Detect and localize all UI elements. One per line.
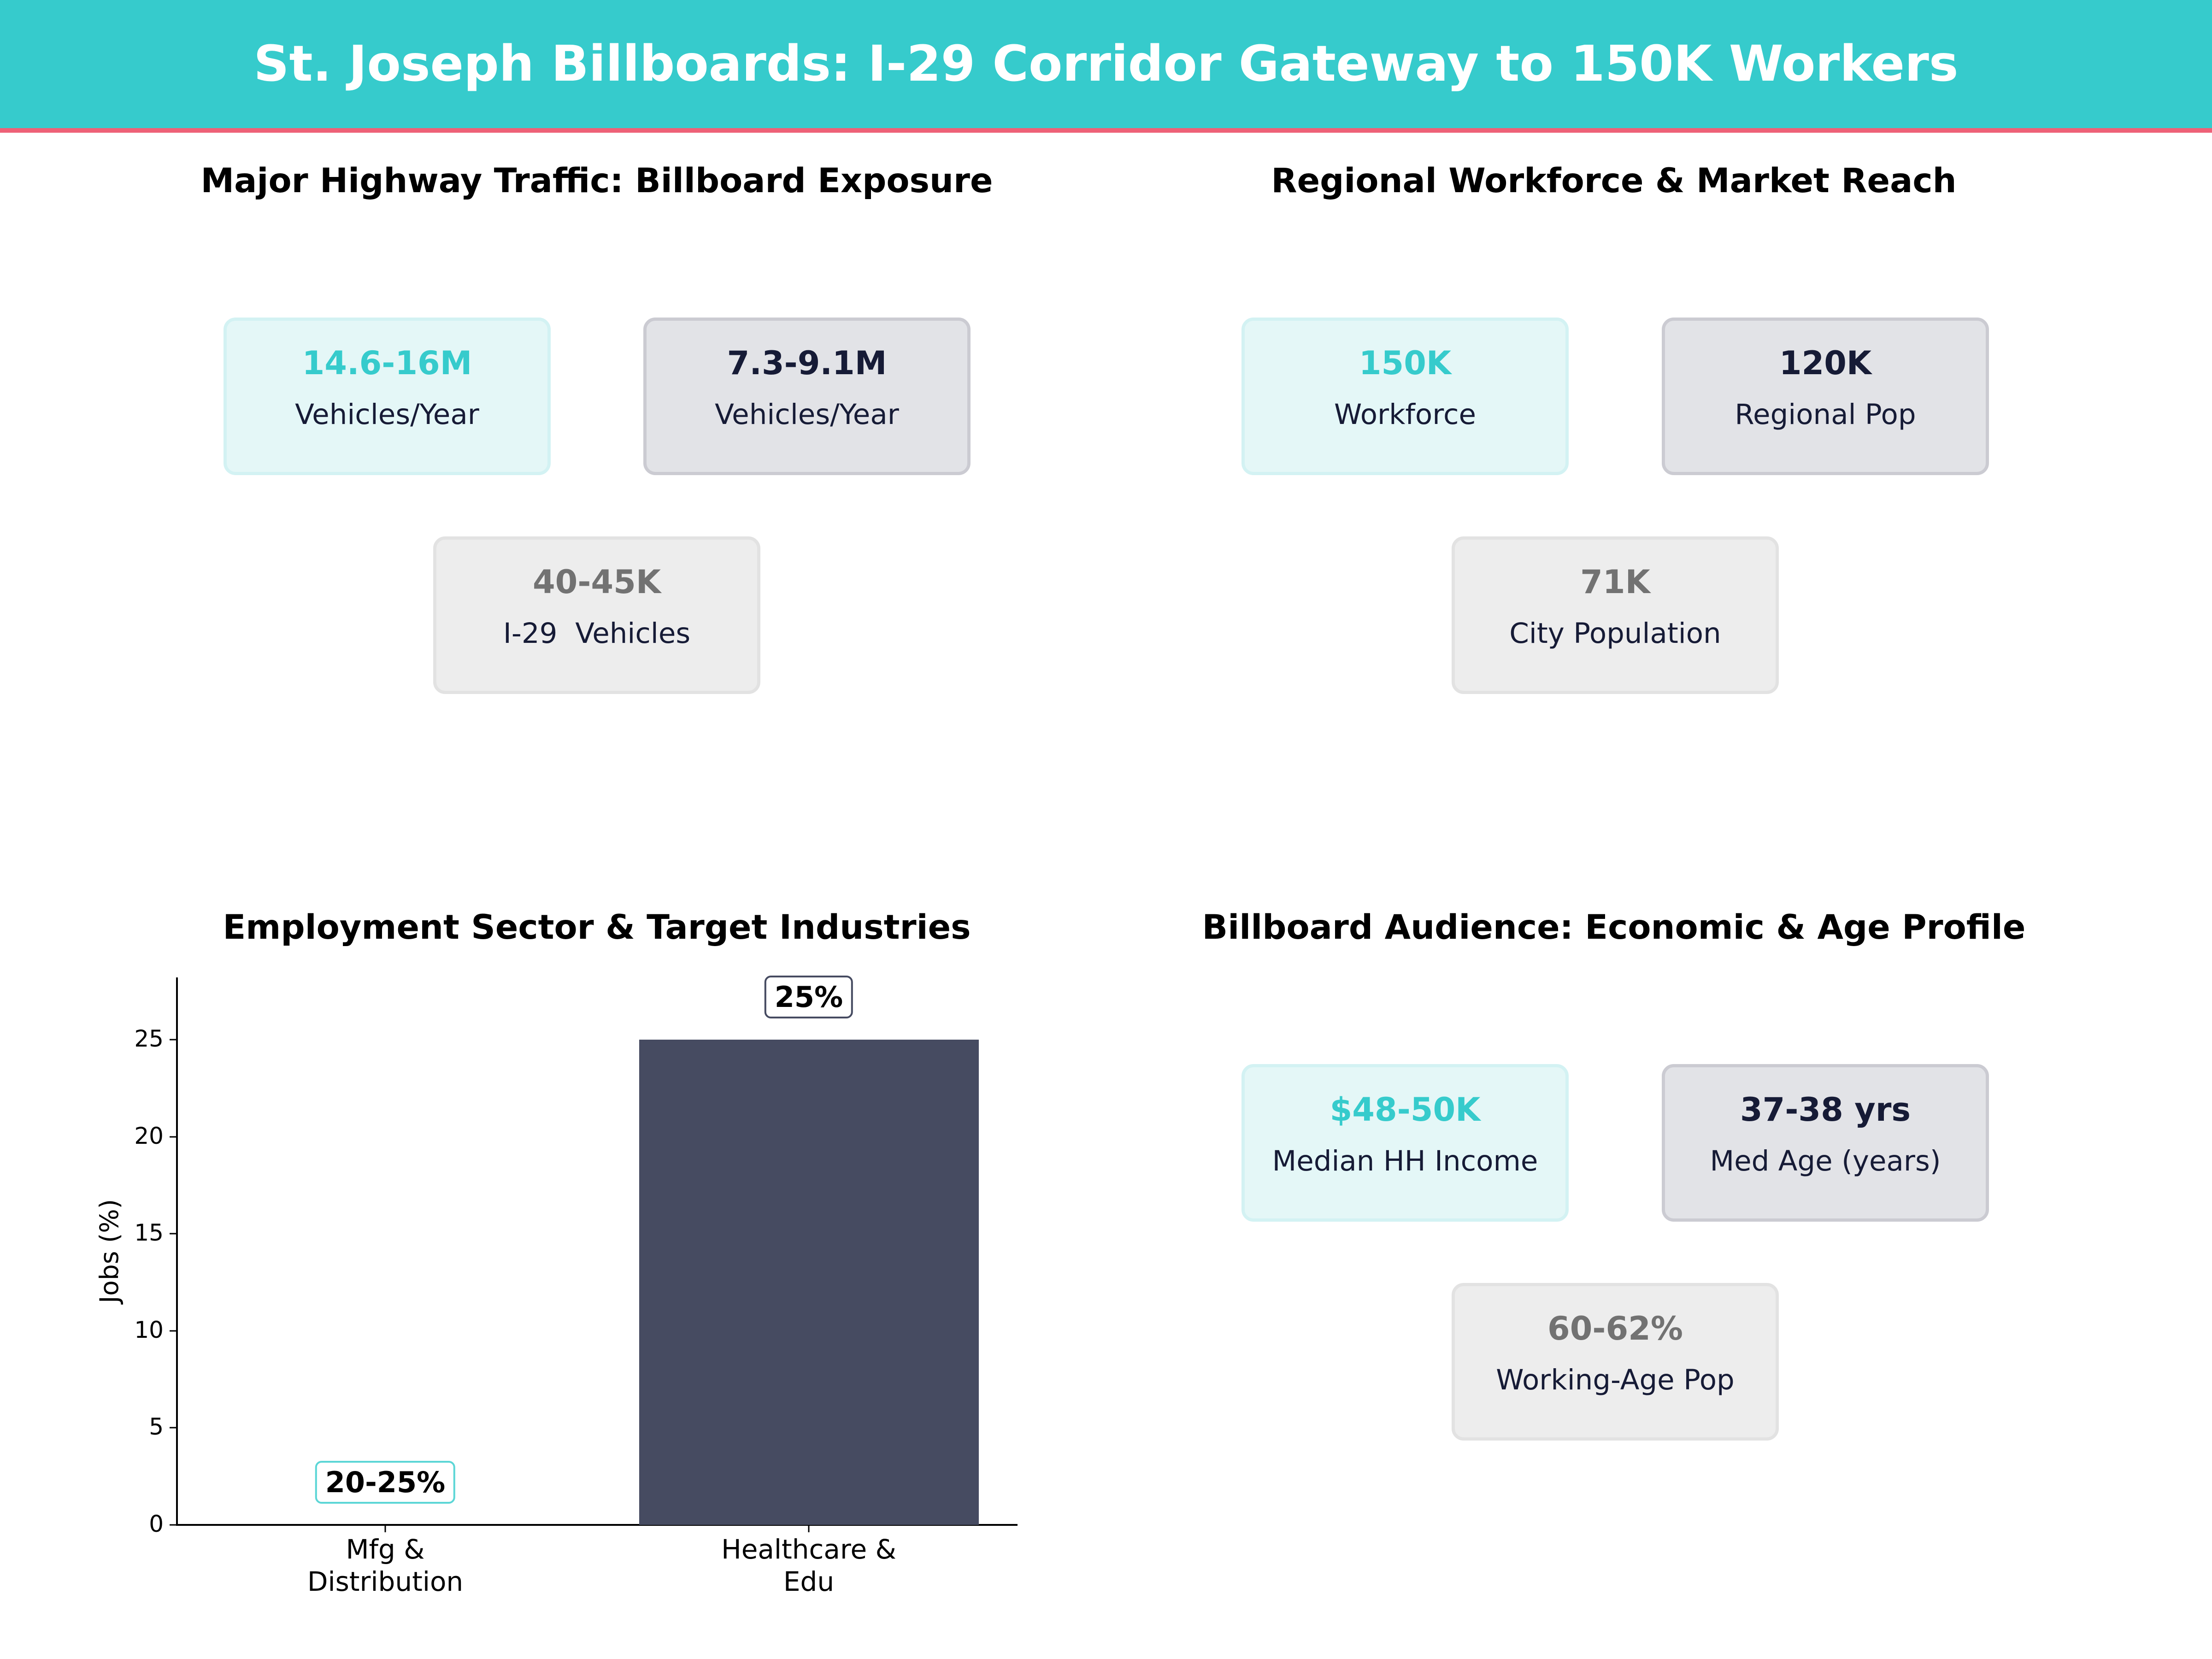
card-label: Workforce [1334, 398, 1477, 431]
card-value: 71K [1580, 563, 1650, 601]
x-category-label: Mfg & Distribution [307, 1534, 464, 1597]
audience-card-income: $48-50K Median HH Income [1241, 1064, 1569, 1222]
card-label: City Population [1509, 617, 1721, 650]
bar-value-label: 25% [764, 976, 853, 1018]
header-accent-line [0, 128, 2212, 133]
y-tick-label: 15 [134, 1219, 164, 1246]
card-label: Regional Pop [1735, 398, 1916, 431]
card-value: 120K [1779, 344, 1872, 382]
page-title: St. Joseph Billboards: I-29 Corridor Gat… [253, 35, 1959, 93]
y-tick-label: 0 [149, 1511, 164, 1537]
traffic-card-annual-vehicles-secondary: 7.3-9.1M Vehicles/Year [643, 318, 971, 475]
y-ticks [170, 1039, 177, 1526]
traffic-panel-title: Major Highway Traffic: Billboard Exposur… [200, 161, 993, 200]
audience-card-median-age: 37-38 yrs Med Age (years) [1662, 1064, 1989, 1222]
y-axis-label: Jobs (%) [94, 1199, 124, 1304]
card-value: 40-45K [532, 563, 661, 601]
audience-card-working-age: 60-62% Working-Age Pop [1452, 1283, 1779, 1441]
card-label: Median HH Income [1272, 1145, 1538, 1177]
y-tick-label: 10 [134, 1317, 164, 1343]
card-label: I-29 Vehicles [503, 617, 691, 650]
traffic-card-i29-vehicles: 40-45K I-29 Vehicles [433, 536, 760, 694]
y-tick-label: 20 [134, 1123, 164, 1149]
workforce-panel-title: Regional Workforce & Market Reach [1271, 161, 1957, 200]
card-value: 60-62% [1547, 1310, 1683, 1347]
bar-healthcare-edu [639, 1040, 979, 1525]
card-label: Med Age (years) [1710, 1145, 1941, 1177]
x-category-label: Healthcare & Edu [721, 1534, 896, 1597]
card-label: Vehicles/Year [295, 398, 479, 431]
workforce-card-regional-pop: 120K Regional Pop [1662, 318, 1989, 475]
card-label: Vehicles/Year [715, 398, 899, 431]
y-tick-label: 5 [149, 1413, 164, 1440]
card-value: 37-38 yrs [1740, 1091, 1911, 1129]
card-value: 14.6-16M [302, 344, 472, 382]
bar-value-label: 20-25% [315, 1461, 456, 1504]
header-banner [0, 0, 2212, 128]
card-value: 150K [1359, 344, 1452, 382]
workforce-card-city-population: 71K City Population [1452, 536, 1779, 694]
workforce-card-workforce: 150K Workforce [1241, 318, 1569, 475]
audience-panel-title: Billboard Audience: Economic & Age Profi… [1202, 908, 2026, 947]
employment-panel-title: Employment Sector & Target Industries [223, 908, 971, 947]
card-value: $48-50K [1330, 1091, 1481, 1129]
y-tick-label: 25 [134, 1025, 164, 1052]
card-value: 7.3-9.1M [727, 344, 887, 382]
card-label: Working-Age Pop [1496, 1364, 1735, 1396]
x-ticks [384, 1525, 810, 1532]
traffic-card-annual-vehicles-primary: 14.6-16M Vehicles/Year [224, 318, 551, 475]
